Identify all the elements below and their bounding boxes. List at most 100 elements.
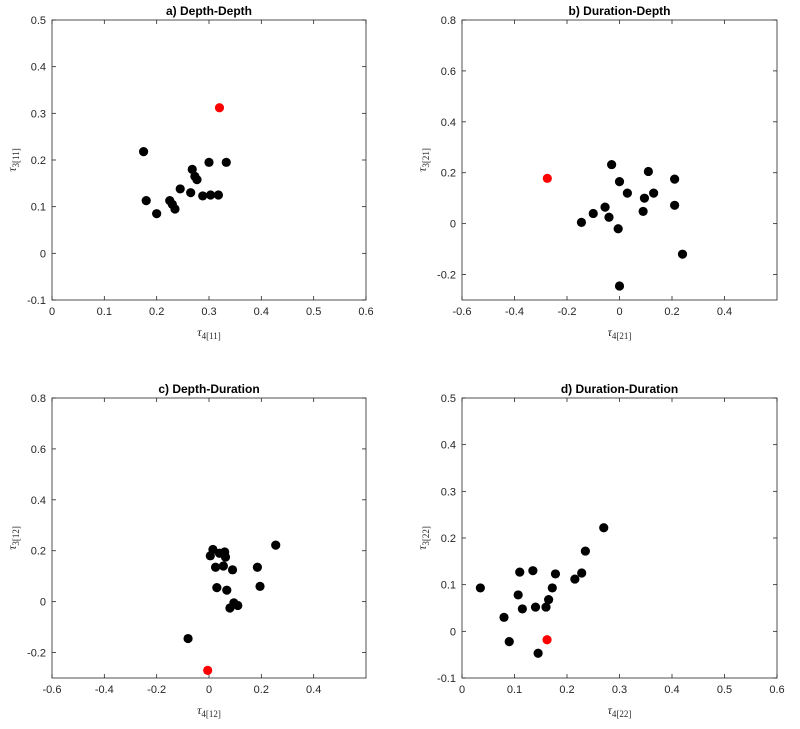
chart-title: a) Depth-Depth bbox=[166, 4, 252, 18]
x-tick-label: 0.4 bbox=[306, 684, 321, 696]
data-point bbox=[210, 562, 221, 572]
panel-d: d) Duration-Duration 0 0.1 0.2 0.3 0.4 0.5 0.6… bbox=[415, 382, 785, 719]
y-tick-label: 0.3 bbox=[31, 108, 46, 120]
panel-c: c) Depth-Duration -0.6 -0.4 -0.2 0 0.2 0.4 -0.… bbox=[5, 382, 367, 719]
data-point bbox=[192, 175, 202, 185]
data-point bbox=[530, 602, 541, 612]
y-tick-label: 0.4 bbox=[441, 117, 456, 129]
data-point bbox=[604, 212, 614, 222]
x-tick-label: 0.5 bbox=[717, 684, 732, 696]
x-tick-label: -0.4 bbox=[505, 306, 524, 318]
data-point bbox=[152, 209, 162, 219]
y-tick-label: 0.6 bbox=[441, 66, 456, 78]
x-tick-label: 0 bbox=[206, 684, 212, 696]
data-point bbox=[218, 561, 228, 571]
x-tick-label: 0 bbox=[616, 306, 622, 318]
x-tick-label: 0.1 bbox=[97, 306, 112, 318]
x-tick-label: 0.2 bbox=[559, 684, 574, 696]
x-tick-label: 0.5 bbox=[306, 306, 321, 318]
data-point bbox=[677, 249, 688, 259]
data-point bbox=[252, 562, 263, 572]
y-tick-label: 0.8 bbox=[31, 393, 46, 405]
y-axis-label: τ3[21] bbox=[415, 148, 431, 172]
data-point bbox=[186, 188, 196, 198]
x-tick-label: -0.2 bbox=[147, 684, 166, 696]
data-point bbox=[271, 540, 281, 550]
x-tick-label: 0.4 bbox=[664, 684, 679, 696]
x-axis-label: τ4[21] bbox=[608, 325, 632, 341]
y-tick-label: 0.5 bbox=[31, 15, 46, 27]
x-tick-label: 0.4 bbox=[254, 306, 269, 318]
data-point bbox=[614, 177, 625, 187]
x-axis-label: τ4[12] bbox=[197, 703, 221, 719]
panel-b: b) Duration-Depth -0.6 -0.4 -0.2 0 0.2 0.4 -0.… bbox=[415, 4, 778, 341]
highlight-point bbox=[542, 635, 552, 645]
y-tick-label: -0.1 bbox=[27, 295, 46, 307]
y-tick-label: 0 bbox=[450, 219, 456, 231]
x-tick-label: 0 bbox=[459, 684, 465, 696]
x-tick-label: 0 bbox=[49, 306, 55, 318]
data-point bbox=[649, 188, 659, 198]
y-tick-label: 0 bbox=[450, 626, 456, 638]
data-point bbox=[222, 585, 232, 595]
x-tick-label: 0.1 bbox=[507, 684, 522, 696]
highlight-point bbox=[542, 173, 552, 183]
data-point bbox=[227, 565, 238, 575]
y-axis-label: τ3[12] bbox=[5, 526, 21, 550]
x-tick-label: 0.2 bbox=[664, 306, 679, 318]
y-axis-label: τ3[11] bbox=[5, 148, 21, 171]
y-tick-label: 0.4 bbox=[441, 440, 456, 452]
data-point bbox=[170, 204, 180, 214]
data-point bbox=[533, 648, 543, 658]
y-tick-label: -0.2 bbox=[437, 270, 456, 282]
y-tick-label: 0 bbox=[40, 597, 46, 609]
plot-frame bbox=[461, 19, 778, 301]
data-point bbox=[141, 196, 151, 206]
data-point bbox=[221, 157, 231, 167]
data-point bbox=[187, 164, 197, 174]
x-tick-label: 0.2 bbox=[254, 684, 269, 696]
data-point bbox=[577, 568, 587, 578]
data-point bbox=[643, 166, 653, 177]
plot-frame bbox=[461, 397, 778, 679]
y-tick-label: 0.8 bbox=[441, 15, 456, 27]
data-point bbox=[183, 633, 193, 644]
panel-a: a) Depth-Depth 0 0.1 0.2 0.3 0.4 0.5 0.6-0.100… bbox=[5, 4, 374, 341]
data-point bbox=[570, 574, 580, 584]
data-point bbox=[576, 217, 587, 227]
chart-title: d) Duration-Duration bbox=[561, 382, 678, 396]
data-point bbox=[213, 190, 224, 200]
x-tick-label: 0.6 bbox=[358, 306, 373, 318]
data-point bbox=[544, 595, 554, 605]
data-point bbox=[607, 159, 617, 170]
y-tick-label: 0.4 bbox=[31, 62, 46, 74]
data-point bbox=[614, 281, 625, 291]
y-tick-label: 0 bbox=[40, 248, 46, 260]
data-point bbox=[198, 191, 208, 201]
x-tick-label: -0.2 bbox=[558, 306, 577, 318]
highlight-point bbox=[214, 103, 225, 113]
data-point bbox=[504, 637, 514, 647]
data-point bbox=[499, 612, 509, 622]
data-point bbox=[515, 567, 525, 577]
y-tick-label: 0.2 bbox=[31, 155, 46, 167]
y-tick-label: 0.2 bbox=[441, 533, 456, 545]
y-axis-label: τ3[22] bbox=[415, 526, 431, 550]
data-point bbox=[517, 604, 527, 614]
y-tick-label: 0.6 bbox=[31, 444, 46, 456]
data-point bbox=[528, 566, 538, 576]
x-tick-label: -0.6 bbox=[453, 306, 472, 318]
data-point bbox=[475, 583, 485, 593]
data-point bbox=[670, 200, 680, 210]
chart-title: c) Depth-Duration bbox=[158, 382, 259, 396]
x-tick-label: -0.4 bbox=[95, 684, 114, 696]
y-tick-label: 0.2 bbox=[441, 168, 456, 180]
data-point bbox=[541, 602, 551, 612]
plot-frame bbox=[51, 397, 367, 679]
data-point bbox=[639, 193, 650, 203]
data-point bbox=[599, 523, 609, 533]
x-axis-label: τ4[22] bbox=[608, 703, 632, 719]
data-point bbox=[513, 590, 523, 600]
data-point bbox=[580, 546, 590, 556]
data-point bbox=[212, 583, 222, 593]
